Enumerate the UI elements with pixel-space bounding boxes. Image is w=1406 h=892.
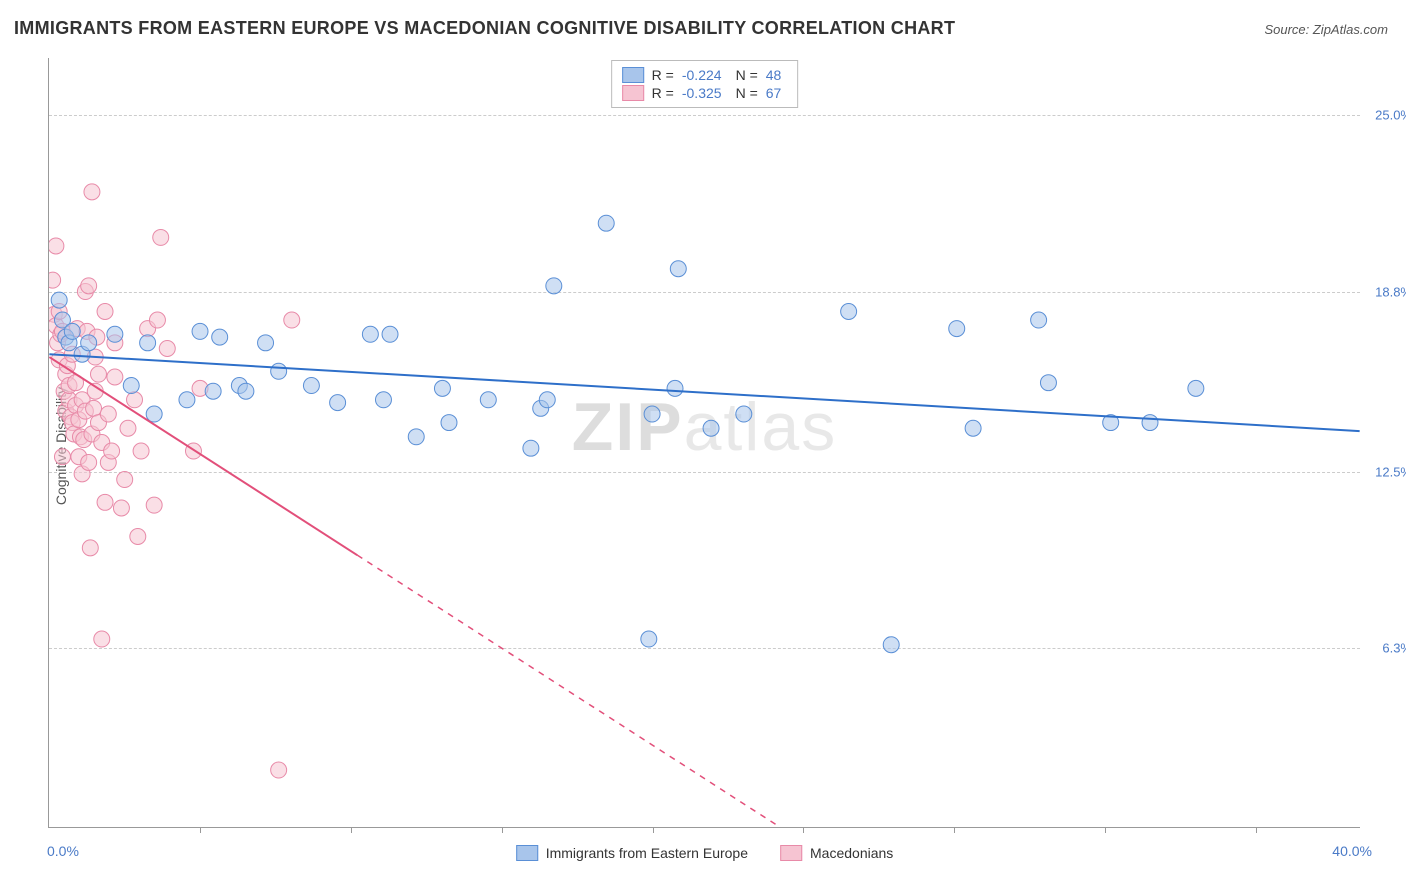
- scatter-point: [192, 323, 208, 339]
- x-tick: [351, 827, 352, 833]
- scatter-point: [965, 420, 981, 436]
- plot-area: ZIPatlas R = -0.224 N = 48 R = -0.325 N …: [48, 58, 1360, 828]
- scatter-point: [1142, 415, 1158, 431]
- scatter-point: [667, 380, 683, 396]
- scatter-point: [1188, 380, 1204, 396]
- x-tick: [954, 827, 955, 833]
- scatter-point: [81, 278, 97, 294]
- scatter-point: [271, 363, 287, 379]
- x-tick: [1105, 827, 1106, 833]
- swatch-pink-icon: [780, 845, 802, 861]
- scatter-point: [644, 406, 660, 422]
- y-tick-label: 12.5%: [1375, 464, 1406, 479]
- scatter-point: [86, 400, 102, 416]
- scatter-point: [284, 312, 300, 328]
- scatter-point: [480, 392, 496, 408]
- scatter-point: [598, 215, 614, 231]
- source-attribution: Source: ZipAtlas.com: [1264, 22, 1388, 37]
- scatter-point: [64, 323, 80, 339]
- series-legend: Immigrants from Eastern Europe Macedonia…: [516, 845, 894, 861]
- scatter-point: [434, 380, 450, 396]
- scatter-point: [149, 312, 165, 328]
- scatter-point: [97, 303, 113, 319]
- legend-label-blue: Immigrants from Eastern Europe: [546, 845, 748, 861]
- scatter-point: [82, 540, 98, 556]
- scatter-point: [146, 406, 162, 422]
- chart-svg: [49, 58, 1360, 827]
- x-tick: [502, 827, 503, 833]
- scatter-point: [140, 335, 156, 351]
- scatter-point: [133, 443, 149, 459]
- scatter-point: [130, 528, 146, 544]
- y-tick-label: 25.0%: [1375, 108, 1406, 123]
- scatter-point: [113, 500, 129, 516]
- scatter-point: [54, 449, 70, 465]
- scatter-point: [238, 383, 254, 399]
- scatter-point: [153, 229, 169, 245]
- scatter-point: [408, 429, 424, 445]
- scatter-point: [97, 494, 113, 510]
- scatter-point: [670, 261, 686, 277]
- chart-title: IMMIGRANTS FROM EASTERN EUROPE VS MACEDO…: [14, 18, 955, 39]
- scatter-point: [546, 278, 562, 294]
- scatter-point: [94, 631, 110, 647]
- scatter-point: [159, 341, 175, 357]
- scatter-point: [81, 335, 97, 351]
- x-tick: [803, 827, 804, 833]
- y-tick-label: 6.3%: [1382, 641, 1406, 656]
- x-tick: [200, 827, 201, 833]
- scatter-point: [90, 366, 106, 382]
- scatter-point: [107, 369, 123, 385]
- scatter-point: [120, 420, 136, 436]
- scatter-point: [258, 335, 274, 351]
- scatter-point: [641, 631, 657, 647]
- swatch-blue-icon: [516, 845, 538, 861]
- scatter-point: [100, 406, 116, 422]
- scatter-point: [523, 440, 539, 456]
- scatter-point: [949, 321, 965, 337]
- scatter-point: [205, 383, 221, 399]
- x-axis-max-label: 40.0%: [1332, 843, 1372, 859]
- scatter-point: [271, 762, 287, 778]
- scatter-point: [179, 392, 195, 408]
- x-tick: [653, 827, 654, 833]
- scatter-point: [104, 443, 120, 459]
- trend-line-dashed: [357, 555, 868, 827]
- scatter-point: [146, 497, 162, 513]
- scatter-point: [330, 395, 346, 411]
- scatter-point: [127, 392, 143, 408]
- source-name: ZipAtlas.com: [1313, 22, 1388, 37]
- scatter-point: [107, 326, 123, 342]
- scatter-point: [1040, 375, 1056, 391]
- scatter-point: [123, 378, 139, 394]
- scatter-point: [375, 392, 391, 408]
- source-prefix: Source:: [1264, 22, 1312, 37]
- scatter-point: [212, 329, 228, 345]
- scatter-point: [539, 392, 555, 408]
- scatter-point: [883, 637, 899, 653]
- x-tick: [1256, 827, 1257, 833]
- legend-item-pink: Macedonians: [780, 845, 893, 861]
- y-tick-label: 18.8%: [1375, 284, 1406, 299]
- scatter-point: [84, 184, 100, 200]
- scatter-point: [49, 238, 64, 254]
- scatter-point: [49, 272, 61, 288]
- x-axis-min-label: 0.0%: [47, 843, 79, 859]
- scatter-point: [382, 326, 398, 342]
- scatter-point: [841, 303, 857, 319]
- scatter-point: [81, 454, 97, 470]
- scatter-point: [736, 406, 752, 422]
- scatter-point: [117, 472, 133, 488]
- scatter-point: [703, 420, 719, 436]
- scatter-point: [1031, 312, 1047, 328]
- scatter-point: [303, 378, 319, 394]
- scatter-point: [51, 292, 67, 308]
- legend-item-blue: Immigrants from Eastern Europe: [516, 845, 748, 861]
- legend-label-pink: Macedonians: [810, 845, 893, 861]
- scatter-point: [441, 415, 457, 431]
- scatter-point: [362, 326, 378, 342]
